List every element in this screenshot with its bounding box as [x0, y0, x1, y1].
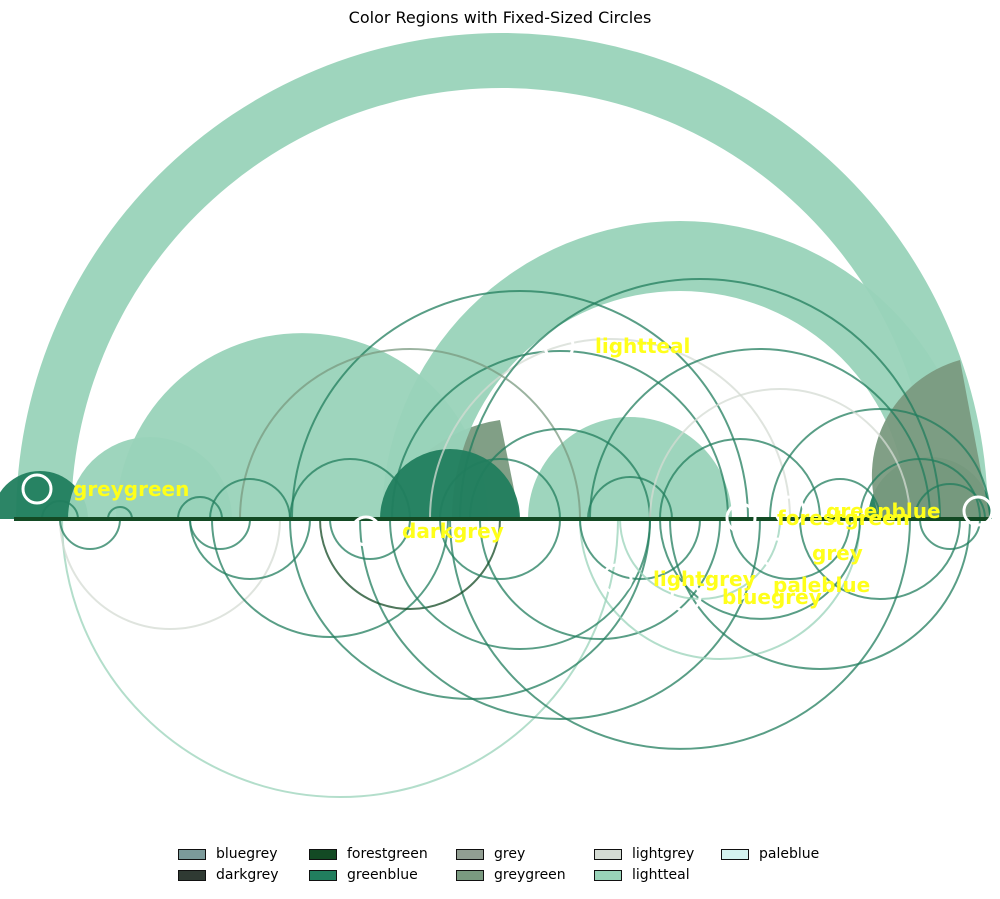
legend-item: lightteal	[594, 867, 690, 883]
upper-arc	[289, 458, 411, 520]
upper-arc	[239, 348, 581, 520]
lower-arc	[389, 518, 651, 650]
region-label: lightteal	[595, 334, 690, 358]
legend-item: paleblue	[721, 846, 819, 862]
lower-arc	[579, 518, 701, 580]
legend-swatch	[456, 848, 484, 860]
region-label: bluegrey	[722, 585, 822, 609]
legend-item: forestgreen	[309, 846, 428, 862]
region-label: forestgreen	[777, 506, 910, 530]
upper-arc	[914, 483, 986, 520]
upper-arc	[41, 500, 79, 520]
lower-arc	[59, 518, 281, 630]
lower-arc	[211, 518, 449, 638]
region-marker	[962, 495, 994, 527]
upper-arc	[459, 278, 941, 520]
upper-arc	[587, 476, 673, 520]
upper-arc	[291, 290, 749, 520]
legend-swatch	[178, 869, 206, 881]
upper-arc	[769, 408, 991, 520]
region-label: greenblue	[826, 499, 941, 523]
upper-arc	[429, 338, 791, 520]
legend-item: grey	[456, 846, 525, 862]
legend-swatch	[721, 848, 749, 860]
upper-arc	[107, 506, 133, 520]
left-small-region	[0, 471, 88, 519]
legend-item: darkgrey	[178, 867, 279, 883]
right-overlap	[871, 360, 990, 519]
region-label: grey	[812, 541, 863, 565]
lower-arc	[359, 518, 761, 720]
legend-item: greenblue	[309, 867, 418, 883]
lower-arc	[439, 518, 561, 580]
lower-arc	[189, 518, 311, 580]
lower-arc	[669, 518, 971, 670]
legend-swatch	[456, 869, 484, 881]
legend-item: bluegrey	[178, 846, 278, 862]
region-marker	[350, 515, 382, 547]
lower-arc	[329, 518, 411, 560]
region-label: lightgrey	[653, 567, 756, 591]
lower-arc	[729, 518, 851, 580]
legend-label: darkgrey	[216, 867, 279, 883]
legend-label: lightteal	[632, 867, 690, 883]
lower-arc	[449, 518, 911, 750]
region-label: greygreen	[73, 477, 189, 501]
lower-arc	[479, 518, 721, 640]
lower-arc	[919, 518, 981, 550]
region-marker	[774, 495, 806, 527]
lower-arc	[319, 518, 501, 610]
legend-swatch	[309, 848, 337, 860]
legend-label: forestgreen	[347, 846, 428, 862]
region-marker	[721, 569, 753, 601]
lower-arc	[799, 518, 961, 600]
region-marker	[760, 537, 792, 569]
legend-label: lightgrey	[632, 846, 695, 862]
lower-arc-layer	[59, 518, 981, 798]
region-marker	[725, 502, 757, 534]
region-label-layer: lightteal greygreen darkgrey greenbluefores…	[73, 334, 941, 609]
upper-arc	[439, 458, 561, 520]
upper-arc	[177, 496, 223, 520]
lower-arc	[189, 518, 251, 550]
outer-band	[16, 33, 988, 519]
marker-layer	[21, 330, 994, 613]
legend-swatch	[594, 848, 622, 860]
lower-arc	[61, 518, 619, 798]
lower-arc	[59, 518, 121, 550]
region-layer	[0, 33, 992, 519]
region-marker	[670, 581, 702, 613]
upper-arc	[799, 478, 881, 520]
upper-arc	[659, 438, 821, 520]
region-marker	[601, 563, 633, 595]
legend-item: greygreen	[456, 867, 566, 883]
upper-arc-layer	[41, 278, 991, 520]
legend-label: grey	[494, 846, 526, 862]
right-band	[382, 221, 978, 519]
lower-arc	[659, 518, 861, 620]
legend-label: paleblue	[759, 846, 820, 862]
legend-swatch	[594, 869, 622, 881]
legend-swatch	[309, 869, 337, 881]
upper-arc	[589, 348, 931, 520]
upper-arc	[649, 388, 911, 520]
legend-item: lightgrey	[594, 846, 694, 862]
region-label: darkgrey	[402, 519, 504, 543]
legend-label: greenblue	[347, 867, 418, 883]
lower-arc	[579, 518, 861, 660]
upper-arc	[391, 350, 729, 520]
region-marker	[543, 330, 575, 362]
legend-label: bluegrey	[216, 846, 278, 862]
legend-label: greygreen	[494, 867, 566, 883]
chart-title: Color Regions with Fixed-Sized Circles	[348, 8, 652, 27]
legend-swatch	[178, 848, 206, 860]
region-label: paleblue	[773, 573, 870, 597]
region-marker	[21, 473, 53, 505]
lower-arc	[289, 518, 651, 700]
